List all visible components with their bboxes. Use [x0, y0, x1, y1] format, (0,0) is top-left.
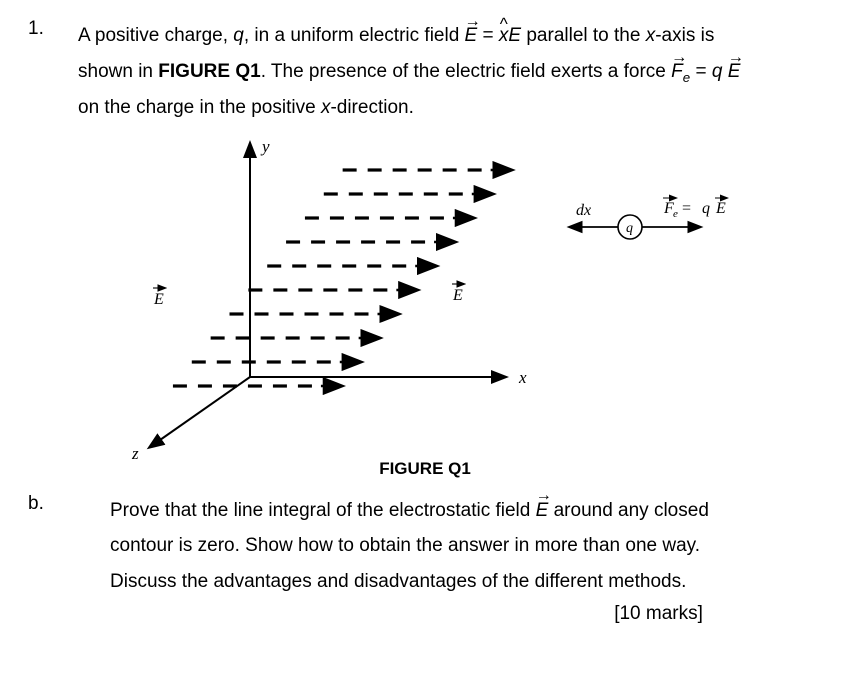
- question-line2: shown in FIGURE Q1. The presence of the …: [78, 54, 740, 90]
- svg-text:z: z: [131, 444, 139, 462]
- sym-Fe-vec: Fe: [671, 54, 690, 90]
- svg-text:E: E: [452, 287, 463, 304]
- figure-area: yxzEEqdxFe = qE: [28, 132, 822, 462]
- subpart-content: Prove that the line integral of the elec…: [78, 493, 709, 624]
- svg-text:q: q: [702, 200, 710, 217]
- t: Prove that the line integral of the elec…: [110, 500, 536, 521]
- t: parallel to the: [521, 25, 646, 46]
- t: A positive charge,: [78, 25, 233, 46]
- t: F: [671, 61, 683, 82]
- svg-text:e: e: [673, 208, 678, 220]
- sym-x: x: [321, 97, 331, 118]
- sym-E: E: [508, 25, 521, 46]
- subpart-line1: Prove that the line integral of the elec…: [110, 493, 709, 528]
- t: around any closed: [548, 500, 709, 521]
- subpart-number: b.: [28, 493, 78, 624]
- sym-E-vec: E: [536, 493, 549, 528]
- svg-text:E: E: [715, 200, 726, 217]
- sym-xhat: x: [499, 18, 509, 54]
- sym-x: x: [646, 25, 656, 46]
- t: . The presence of the electric field exe…: [261, 61, 671, 82]
- t: , in a uniform electric field: [244, 25, 465, 46]
- svg-text:q: q: [626, 221, 633, 236]
- subpart-b: b. Prove that the line integral of the e…: [28, 493, 822, 624]
- subpart-line3: Discuss the advantages and disadvantages…: [110, 564, 709, 599]
- question-line1: A positive charge, q, in a uniform elect…: [78, 18, 714, 54]
- sym-E-vec: E: [728, 54, 741, 90]
- svg-text:dx: dx: [576, 202, 591, 219]
- svg-text:=: =: [682, 200, 691, 217]
- t: -direction.: [330, 97, 413, 118]
- figure-q1-svg: yxzEEqdxFe = qE: [105, 132, 745, 462]
- question-header: 1. A positive charge, q, in a uniform el…: [28, 18, 822, 54]
- figure-ref: FIGURE Q1: [158, 61, 260, 82]
- figure-caption: FIGURE Q1: [28, 459, 822, 479]
- svg-text:E: E: [153, 291, 164, 308]
- t: on the charge in the positive: [78, 97, 321, 118]
- sym-q: q: [712, 61, 723, 82]
- t: shown in: [78, 61, 158, 82]
- question-line2-row: shown in FIGURE Q1. The presence of the …: [28, 54, 822, 90]
- t: =: [690, 61, 712, 82]
- sym-E-vec: E: [465, 18, 478, 54]
- t: e: [683, 70, 690, 85]
- question-line3-row: on the charge in the positive x-directio…: [28, 90, 822, 126]
- question-number: 1.: [28, 18, 78, 54]
- svg-text:y: y: [260, 137, 270, 156]
- marks: [10 marks]: [110, 603, 709, 625]
- svg-text:x: x: [518, 368, 527, 387]
- subpart-line2: contour is zero. Show how to obtain the …: [110, 528, 709, 563]
- sym-q: q: [233, 25, 244, 46]
- question-line3: on the charge in the positive x-directio…: [78, 90, 414, 126]
